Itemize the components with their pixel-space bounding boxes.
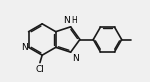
Text: H: H [72, 16, 77, 25]
Text: N: N [63, 16, 70, 25]
Text: N: N [21, 43, 27, 52]
Text: N: N [72, 54, 79, 63]
Text: Cl: Cl [36, 65, 44, 74]
